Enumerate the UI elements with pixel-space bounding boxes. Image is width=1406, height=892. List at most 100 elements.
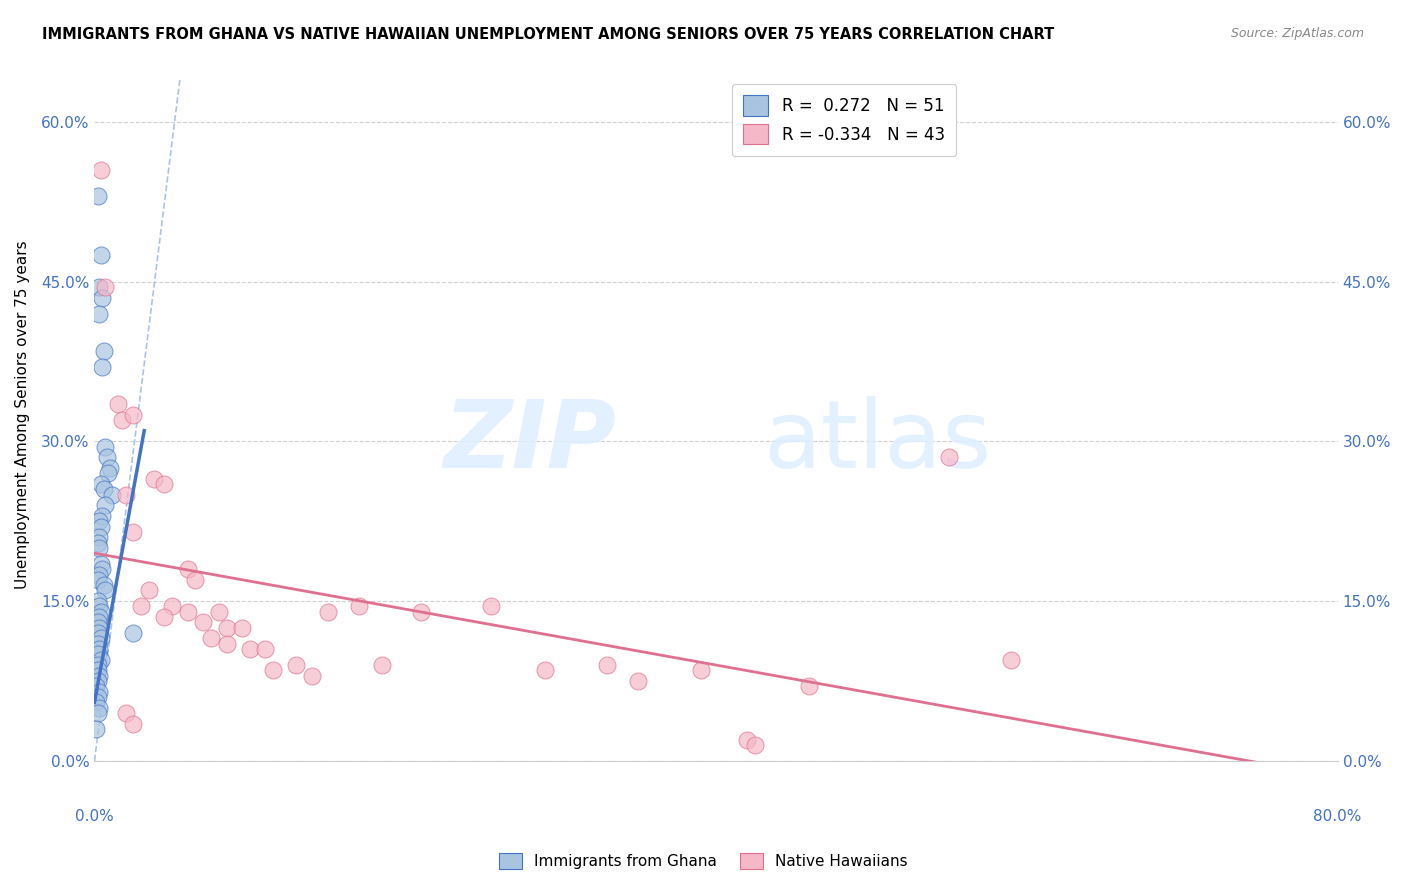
Point <box>91 291 114 305</box>
Point <box>90 162 112 177</box>
Point <box>184 573 207 587</box>
Point <box>96 450 118 465</box>
Point <box>90 632 112 646</box>
Point <box>90 477 112 491</box>
Point <box>94 440 117 454</box>
Point <box>371 658 394 673</box>
Point <box>239 642 262 657</box>
Point <box>84 722 107 736</box>
Point <box>215 621 238 635</box>
Point <box>89 306 111 320</box>
Point <box>100 488 122 502</box>
Point <box>129 599 152 614</box>
Point <box>98 461 121 475</box>
Point <box>111 413 134 427</box>
Text: 80.0%: 80.0% <box>1313 809 1362 824</box>
Text: ZIP: ZIP <box>444 396 617 489</box>
Point <box>799 679 821 693</box>
Point <box>114 706 136 720</box>
Point <box>97 467 120 481</box>
Point <box>347 599 370 614</box>
Legend: Immigrants from Ghana, Native Hawaiians: Immigrants from Ghana, Native Hawaiians <box>492 847 914 875</box>
Point <box>479 599 502 614</box>
Point <box>193 615 215 630</box>
Point <box>86 648 108 662</box>
Y-axis label: Unemployment Among Seniors over 75 years: Unemployment Among Seniors over 75 years <box>15 241 30 589</box>
Text: Source: ZipAtlas.com: Source: ZipAtlas.com <box>1230 27 1364 40</box>
Point <box>122 716 145 731</box>
Point <box>84 679 107 693</box>
Point <box>90 653 112 667</box>
Point <box>90 519 112 533</box>
Point <box>89 541 111 555</box>
Point <box>254 642 277 657</box>
Point <box>534 664 557 678</box>
Point <box>596 658 619 673</box>
Point <box>627 673 650 688</box>
Point <box>689 664 711 678</box>
Point <box>200 632 222 646</box>
Point <box>160 599 183 614</box>
Point <box>90 605 112 619</box>
Point <box>114 488 136 502</box>
Legend: R =  0.272   N = 51, R = -0.334   N = 43: R = 0.272 N = 51, R = -0.334 N = 43 <box>731 84 956 156</box>
Point <box>93 578 115 592</box>
Point <box>86 673 108 688</box>
Point <box>744 738 766 752</box>
Point <box>89 610 111 624</box>
Point <box>138 583 160 598</box>
Point <box>94 498 117 512</box>
Point <box>86 535 108 549</box>
Point <box>86 626 108 640</box>
Point <box>208 605 231 619</box>
Point <box>89 280 111 294</box>
Point <box>86 637 108 651</box>
Point <box>153 610 176 624</box>
Point <box>93 343 115 358</box>
Text: IMMIGRANTS FROM GHANA VS NATIVE HAWAIIAN UNEMPLOYMENT AMONG SENIORS OVER 75 YEAR: IMMIGRANTS FROM GHANA VS NATIVE HAWAIIAN… <box>42 27 1054 42</box>
Point <box>86 706 108 720</box>
Point <box>215 637 238 651</box>
Point <box>409 605 432 619</box>
Text: atlas: atlas <box>763 396 991 489</box>
Point <box>177 605 200 619</box>
Point <box>107 397 129 411</box>
Point <box>86 690 108 704</box>
Point <box>316 605 339 619</box>
Point <box>86 573 108 587</box>
Point <box>91 508 114 523</box>
Point <box>89 700 111 714</box>
Point <box>89 642 111 657</box>
Point <box>93 483 115 497</box>
Point <box>91 562 114 576</box>
Point <box>262 664 284 678</box>
Point <box>89 530 111 544</box>
Point <box>285 658 308 673</box>
Point <box>1000 653 1022 667</box>
Point <box>938 450 960 465</box>
Point <box>89 567 111 582</box>
Point <box>86 615 108 630</box>
Point <box>153 477 176 491</box>
Point <box>86 189 108 203</box>
Point <box>142 472 165 486</box>
Point <box>301 669 323 683</box>
Point <box>84 695 107 709</box>
Point <box>122 626 145 640</box>
Point <box>735 732 758 747</box>
Point <box>177 562 200 576</box>
Point <box>122 524 145 539</box>
Point <box>91 359 114 374</box>
Point <box>86 658 108 673</box>
Point <box>90 248 112 262</box>
Point <box>89 669 111 683</box>
Point <box>89 621 111 635</box>
Point <box>89 599 111 614</box>
Point <box>94 583 117 598</box>
Point <box>122 408 145 422</box>
Point <box>231 621 253 635</box>
Text: 0.0%: 0.0% <box>75 809 114 824</box>
Point <box>94 280 117 294</box>
Point <box>89 514 111 528</box>
Point <box>89 684 111 698</box>
